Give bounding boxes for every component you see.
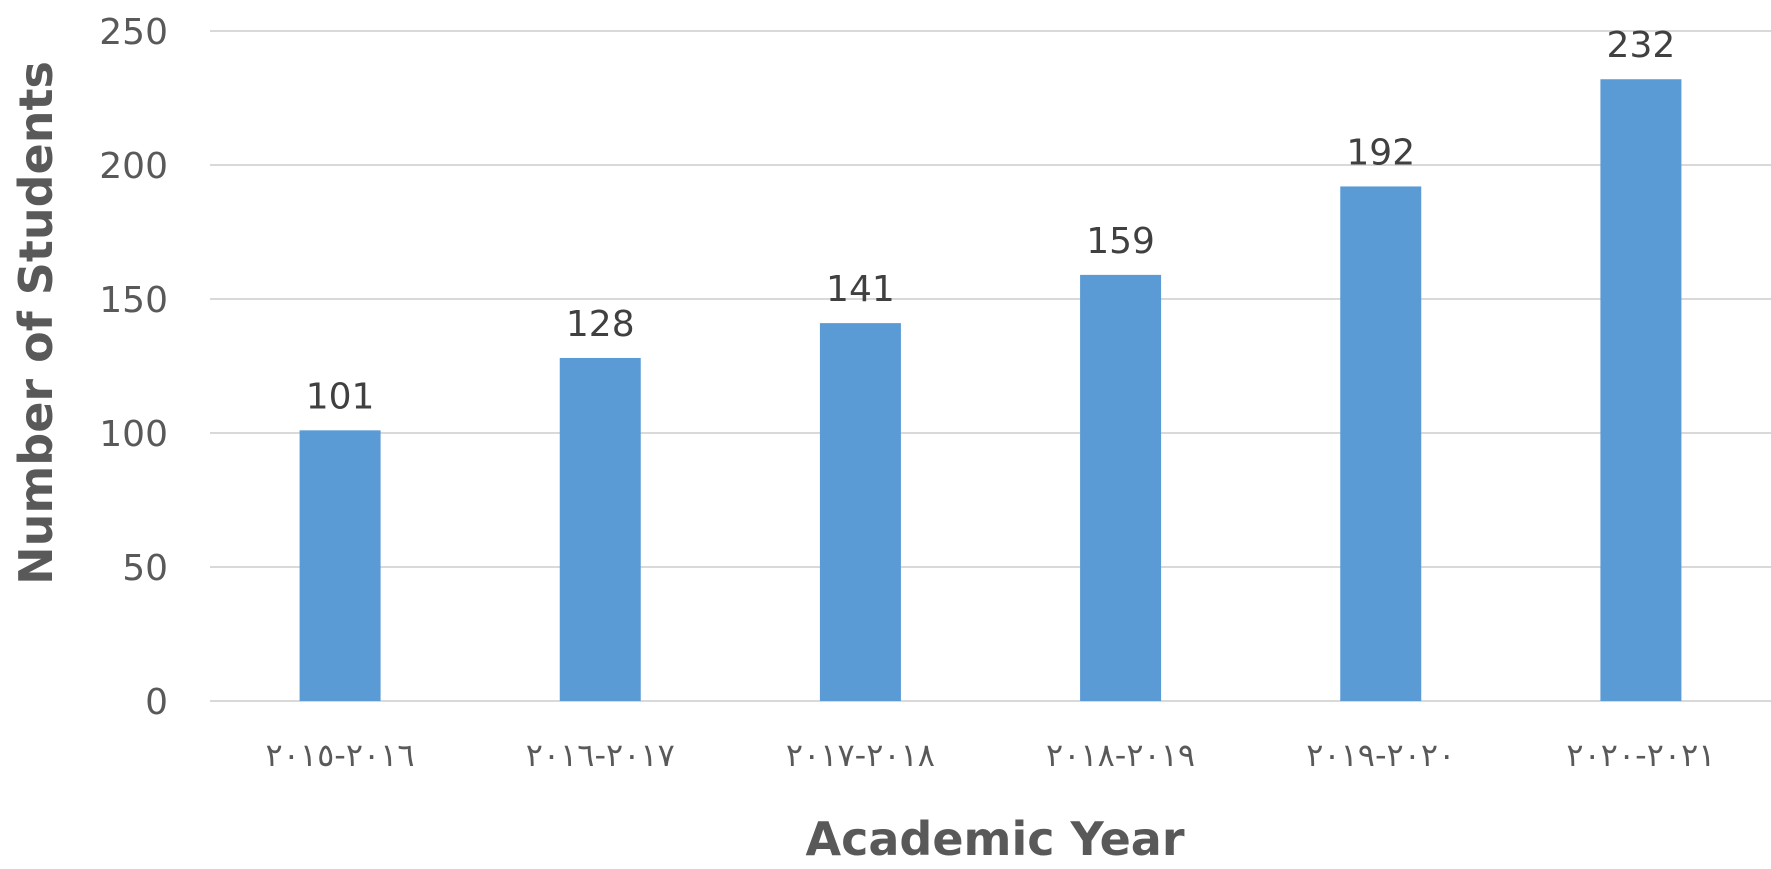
y-tick-label: 0 xyxy=(145,682,168,723)
bar xyxy=(1600,79,1682,702)
x-tick-label: ٢٠١٩-٢٠١٨ xyxy=(1046,736,1195,774)
y-tick-label: 100 xyxy=(99,414,168,455)
x-axis-ticks: ٢٠١٦-٢٠١٥ ٢٠١٧-٢٠١٦ ٢٠١٨-٢٠١٧ ٢٠١٩-٢٠١٨ ٢٠٢٠… xyxy=(266,736,1716,774)
bar xyxy=(1080,274,1162,701)
bars xyxy=(299,79,1682,702)
x-tick-label: ٢٠١٧-٢٠١٦ xyxy=(526,736,675,774)
bar xyxy=(819,323,901,701)
data-label: 101 xyxy=(306,376,375,417)
data-label: 192 xyxy=(1346,132,1415,173)
y-tick-label: 200 xyxy=(99,146,168,187)
data-label: 141 xyxy=(826,269,895,310)
bar xyxy=(559,357,641,701)
y-axis-ticks: 0 50 100 150 200 250 xyxy=(99,12,168,723)
data-label: 128 xyxy=(566,304,635,345)
data-label: 159 xyxy=(1086,221,1155,262)
y-tick-label: 150 xyxy=(99,280,168,321)
y-tick-label: 50 xyxy=(122,548,168,589)
y-axis-title: Number of Students xyxy=(9,61,63,585)
data-label: 232 xyxy=(1607,25,1676,66)
x-tick-label: ٢٠٢٠-٢٠١٩ xyxy=(1306,736,1455,774)
x-axis-title: Academic Year xyxy=(805,812,1184,865)
bar xyxy=(299,430,381,701)
bar xyxy=(1340,186,1422,701)
data-labels: 101 128 141 159 192 232 xyxy=(306,25,1676,417)
y-tick-label: 250 xyxy=(99,12,168,53)
x-tick-label: ٢٠١٦-٢٠١٥ xyxy=(266,736,415,774)
x-tick-label: ٢٠١٨-٢٠١٧ xyxy=(786,736,935,774)
grid-lines xyxy=(210,30,1771,702)
x-tick-label: ٢٠٢١-٢٠٢٠ xyxy=(1566,736,1715,774)
